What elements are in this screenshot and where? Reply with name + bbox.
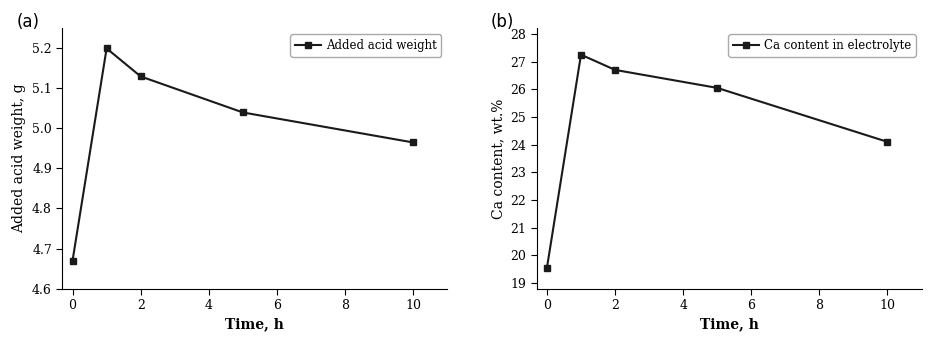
Ca content in electrolyte (712, 86, 723, 90)
Y-axis label: Ca content, wt.%: Ca content, wt.% (491, 98, 505, 219)
Y-axis label: Added acid weight, g: Added acid weight, g (12, 84, 26, 233)
Text: (b): (b) (490, 13, 514, 31)
Line: Added acid weight: Added acid weight (69, 45, 417, 264)
Text: (a): (a) (16, 13, 39, 31)
Legend: Added acid weight: Added acid weight (290, 34, 441, 57)
Added acid weight (237, 110, 248, 115)
X-axis label: Time, h: Time, h (225, 318, 284, 332)
Added acid weight (67, 258, 78, 262)
Added acid weight (407, 140, 418, 144)
Added acid weight (135, 74, 147, 78)
Line: Ca content in electrolyte: Ca content in electrolyte (544, 51, 891, 271)
Ca content in electrolyte (882, 140, 893, 144)
X-axis label: Time, h: Time, h (700, 318, 758, 332)
Ca content in electrolyte (542, 266, 553, 270)
Legend: Ca content in electrolyte: Ca content in electrolyte (729, 34, 915, 57)
Added acid weight (101, 46, 112, 51)
Ca content in electrolyte (575, 53, 587, 57)
Ca content in electrolyte (610, 68, 621, 72)
